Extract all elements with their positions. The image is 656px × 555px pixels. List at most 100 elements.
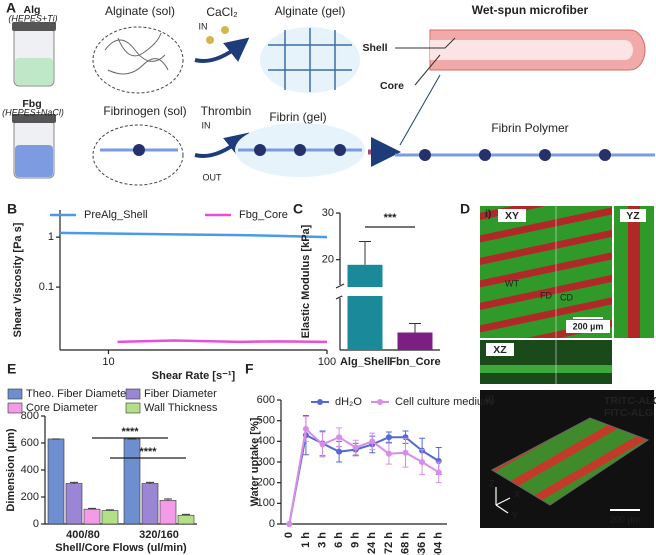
step-label: Fibrin (gel) <box>269 110 326 124</box>
marker <box>385 434 392 441</box>
annotation: WT <box>505 278 519 288</box>
bar <box>159 500 177 525</box>
bar <box>83 508 101 525</box>
part-label: Shell <box>362 42 387 54</box>
significance-label: **** <box>121 426 139 438</box>
legend-label: Theo. Fiber Diameter <box>26 388 130 400</box>
step-label: Alginate (sol) <box>105 4 175 18</box>
scale-label: 200 µm <box>610 514 640 524</box>
marker <box>319 441 326 448</box>
line-series <box>59 231 328 239</box>
y-tick-label: 500 <box>257 415 275 427</box>
y-tick-label: 400 <box>21 464 39 476</box>
leader <box>395 37 456 86</box>
label-box <box>566 320 610 333</box>
label-box <box>486 343 514 356</box>
x-tick-label: Alg_Shell <box>340 356 390 368</box>
legend-swatch <box>125 402 141 414</box>
axis-triad <box>495 487 511 514</box>
bar <box>65 483 83 525</box>
flow-label: IN <box>202 120 211 130</box>
error-bar <box>182 513 190 516</box>
y-tick-label: 600 <box>257 394 275 406</box>
x-tick-label: 168 h <box>399 532 411 555</box>
legend-swatch <box>7 402 23 414</box>
x-tick-label: 320/160 <box>139 529 179 541</box>
x-tick-label: 6 h <box>333 532 345 548</box>
panel-labels: B C D E F <box>7 201 470 377</box>
y-tick-label: 200 <box>257 477 275 489</box>
legend-label: dH₂O <box>335 396 362 408</box>
legend-marker <box>377 399 383 405</box>
part-label: Core <box>380 80 404 92</box>
marker <box>286 521 293 527</box>
gel-network <box>268 28 352 92</box>
legend-label: Fiber Diameter <box>144 388 217 400</box>
axis-label: X <box>514 489 520 499</box>
marker <box>352 444 359 451</box>
polymer-strands <box>104 32 169 75</box>
marker <box>369 438 376 445</box>
vial-cap <box>12 114 56 123</box>
fibrin-node <box>254 144 266 156</box>
legend-swatch <box>125 388 141 400</box>
axis-gap <box>342 287 442 296</box>
marker <box>302 425 309 432</box>
bar <box>123 438 141 525</box>
label-box <box>498 209 526 222</box>
error-bar <box>70 481 78 484</box>
y-tick-label: 20 <box>322 254 334 266</box>
bar <box>47 438 65 525</box>
legend-label: PreAlg_Shell <box>84 209 148 221</box>
y-tick-label: 600 <box>21 437 39 449</box>
significance-label: *** <box>384 212 398 224</box>
error-bar <box>164 498 172 501</box>
yz-core <box>628 206 640 338</box>
vial-label: Fbg <box>22 98 41 110</box>
fibrin-node <box>539 149 551 161</box>
panel-label: A <box>6 0 16 16</box>
x-tick-label: 504 h <box>433 532 445 555</box>
x-axis-label: Shell/Core Flows (ul/min) <box>55 542 187 554</box>
y-tick-label: 0 <box>33 518 39 530</box>
marker <box>385 450 392 457</box>
error-bar <box>106 509 114 511</box>
line-series <box>288 433 440 525</box>
y-tick-label: 300 <box>257 456 275 468</box>
label-box <box>620 209 646 222</box>
buffer-label: (HEPES+Ti) <box>8 13 57 23</box>
reagent-label: Thrombin <box>201 104 252 118</box>
panel-label: B <box>7 201 17 217</box>
ion <box>206 36 214 44</box>
axis-label: Y <box>512 510 518 520</box>
y-axis-label: Water uptake [%] <box>249 417 261 506</box>
x-tick-label: 100 <box>318 356 336 368</box>
flow-label: IN <box>199 21 208 31</box>
zoom-ellipse <box>92 26 184 94</box>
x-tick-label: 10 <box>102 356 114 368</box>
fiber-title: Wet-spun microfiber <box>472 3 589 17</box>
view-label: XZ <box>493 344 507 356</box>
y-tick-label: 0.1 <box>39 281 54 293</box>
legend-label: Core Diameter <box>26 402 98 414</box>
x-tick-label: Fbn_Core <box>389 356 440 368</box>
y-tick-label: 400 <box>257 435 275 447</box>
legend-marker <box>317 399 323 405</box>
fibrin-node <box>334 144 346 156</box>
reagent-label: CaCl₂ <box>206 5 238 19</box>
panel-label: C <box>293 201 303 217</box>
fibrinogen-node <box>133 144 145 156</box>
panel-a: A Alg (HEPES+Ti) Alginate (sol) CaCl₂ IN… <box>2 0 655 186</box>
step-label: Alginate (gel) <box>275 4 346 18</box>
legend-label: Fbg_Core <box>239 209 288 221</box>
bar <box>141 483 159 525</box>
x-tick-label: 9 h <box>350 532 362 548</box>
bar <box>397 332 433 350</box>
view-label: XY <box>505 210 519 222</box>
legend-swatch <box>7 388 23 400</box>
annotation: CD <box>560 292 573 302</box>
buffer-label: (HEPES+NaCl) <box>2 107 64 117</box>
fibrin-node <box>294 144 306 156</box>
view-label: YZ <box>626 210 640 222</box>
